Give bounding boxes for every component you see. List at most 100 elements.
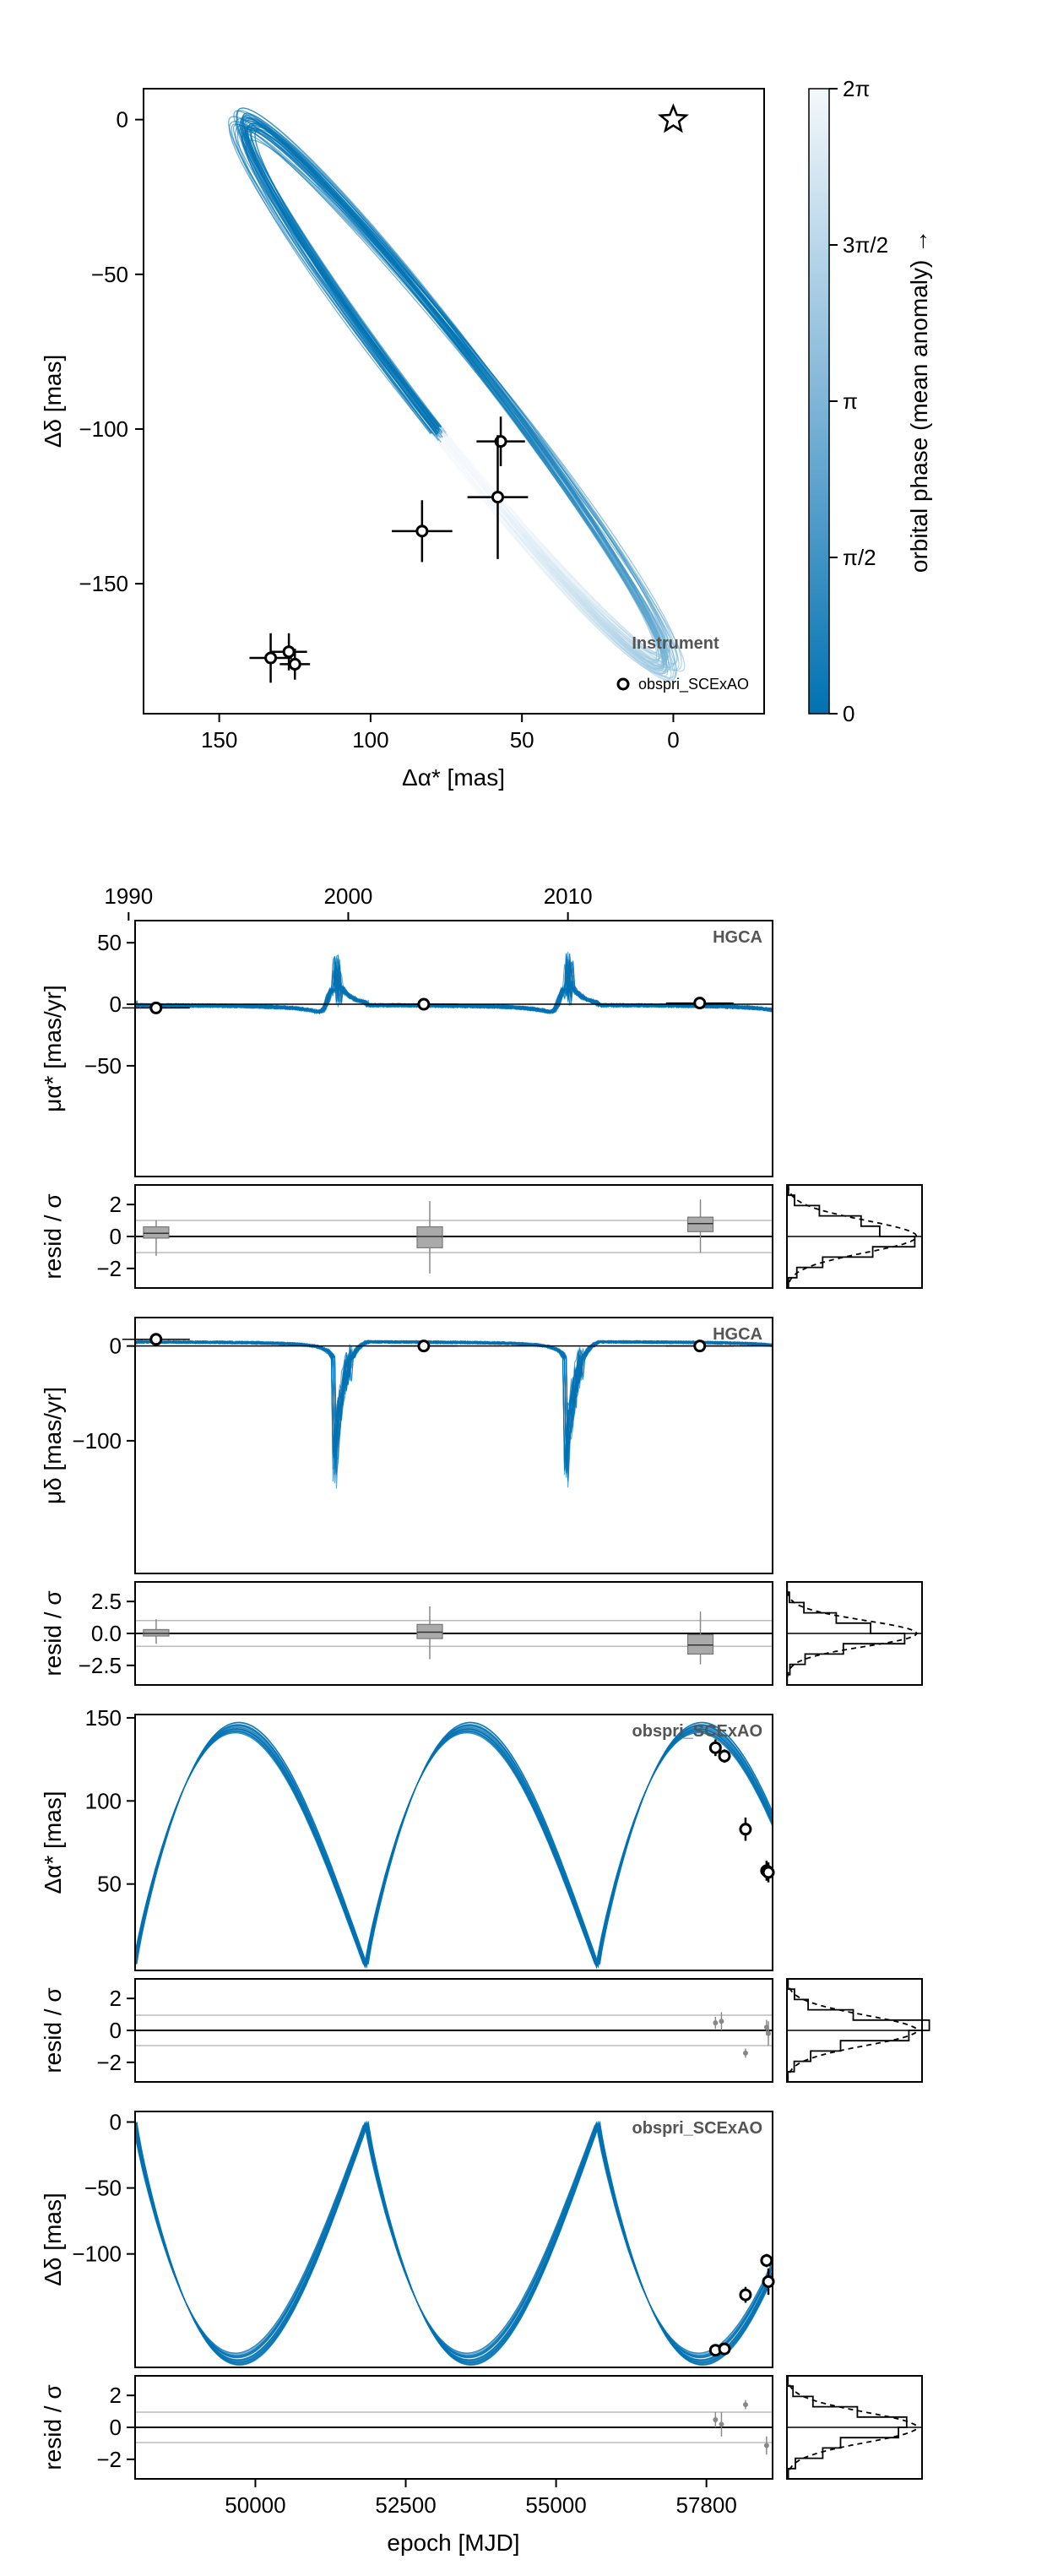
orbit-segment [283,209,295,229]
orbit-segment [533,536,551,556]
orbit-segment [668,646,670,652]
orbit-segment [246,111,252,116]
resid-y-tick-label: −2.5 [79,1653,122,1678]
model-curve [135,1340,773,1471]
orbit-segment [388,243,405,264]
orbit-segment [252,113,258,118]
orbit-segment [231,130,233,137]
orbit-segment [332,282,347,304]
orbit-segment [331,206,347,223]
legend-entry-label: obspri_SCExAO [638,676,749,693]
orbit-segment [264,204,276,220]
orbit-segment [361,215,377,235]
model-curve [135,1731,773,1967]
data-point [718,2342,731,2356]
box [686,1633,714,1655]
model-curve [135,1722,773,1965]
resid-point [713,2417,719,2423]
orbit-segment [355,230,372,247]
orbit-segment [551,459,567,481]
orbit-segment [241,138,247,149]
orbit-segment [455,453,473,475]
pmdec-frame [134,1317,773,1574]
orbit-segment [529,419,546,442]
orbit-segment [545,464,561,486]
orbit-segment [349,302,365,325]
orbit-segment [247,168,255,181]
orbit-segment [475,467,493,488]
sky-plot: 150 100 50 0 0 −50 −100 −150 Δα* [mas] Δδ [mas]… [40,88,765,791]
model-curve [135,1340,773,1482]
orbit-segment [671,641,676,651]
orbit-segment [670,647,675,658]
orbit-segment [275,196,286,213]
orbit-segment [248,128,252,133]
orbit-segment [678,649,682,658]
orbit-segment [447,334,464,356]
orbit-segment [588,505,603,526]
orbit-segment [275,204,286,220]
orbit-segment [235,149,241,161]
orbit-segment [275,194,286,211]
orbit-segment [239,149,244,159]
orbit-segment [361,223,377,242]
orbit-segment [628,635,638,644]
orbit-segment [655,632,660,642]
orbit-segment [302,170,315,183]
orbit-segment [598,602,611,617]
orbit-segment [657,629,665,642]
orbit-segment [253,124,258,127]
orbit-segment [623,568,635,584]
gaussian-reference [786,2375,919,2480]
orbit-segment [524,528,540,546]
orbit-segment [466,476,484,498]
orbit-segment [511,416,528,438]
orbit-segment [560,590,575,606]
orbit-segment [522,533,539,552]
orbit-segment [357,217,375,236]
model-curve [135,2120,773,2356]
orbit-segment [308,271,323,291]
orbit-segment [281,138,293,149]
orbit-segment [293,227,307,247]
orbit-segment [655,650,659,654]
residual-histogram-steps [787,2375,908,2480]
orbit-segment [333,290,348,311]
orbit-segment [270,140,281,149]
orbit-segment [430,433,448,457]
x-tick-label: 150 [201,727,237,753]
orbit-segment [523,531,540,550]
sky-plot-frame [143,88,765,715]
orbit-segment [278,132,288,141]
orbit-segment [301,250,316,270]
orbit-segment [457,334,475,356]
orbit-segment [658,669,662,671]
orbit-segment [322,280,338,302]
orbit-segment [616,630,629,642]
orbit-segment [372,225,389,245]
resid-point [742,2402,748,2408]
orbit-segment [534,552,550,571]
orbit-segment [372,352,389,376]
orbit-segment [641,648,649,653]
orbit-segment [317,264,333,286]
orbit-segment [270,145,283,156]
orbit-segment [334,302,351,324]
orbit-segment [290,240,303,258]
orbit-segment [403,268,420,288]
orbit-segment [236,135,239,142]
orbit-segment [320,186,336,203]
orbit-segment [259,161,267,175]
orbit-segment [307,244,320,264]
model-curve [135,1340,773,1467]
orbit-segment [368,241,385,259]
orbit-segment [265,171,274,185]
orbit-segment [595,523,610,542]
orbit-segment [533,443,549,466]
orbit-segment [289,139,302,151]
orbit-segment [415,410,433,434]
orbit-segment [318,263,334,284]
orbit-segment [518,530,534,549]
orbit-segment [365,345,382,368]
